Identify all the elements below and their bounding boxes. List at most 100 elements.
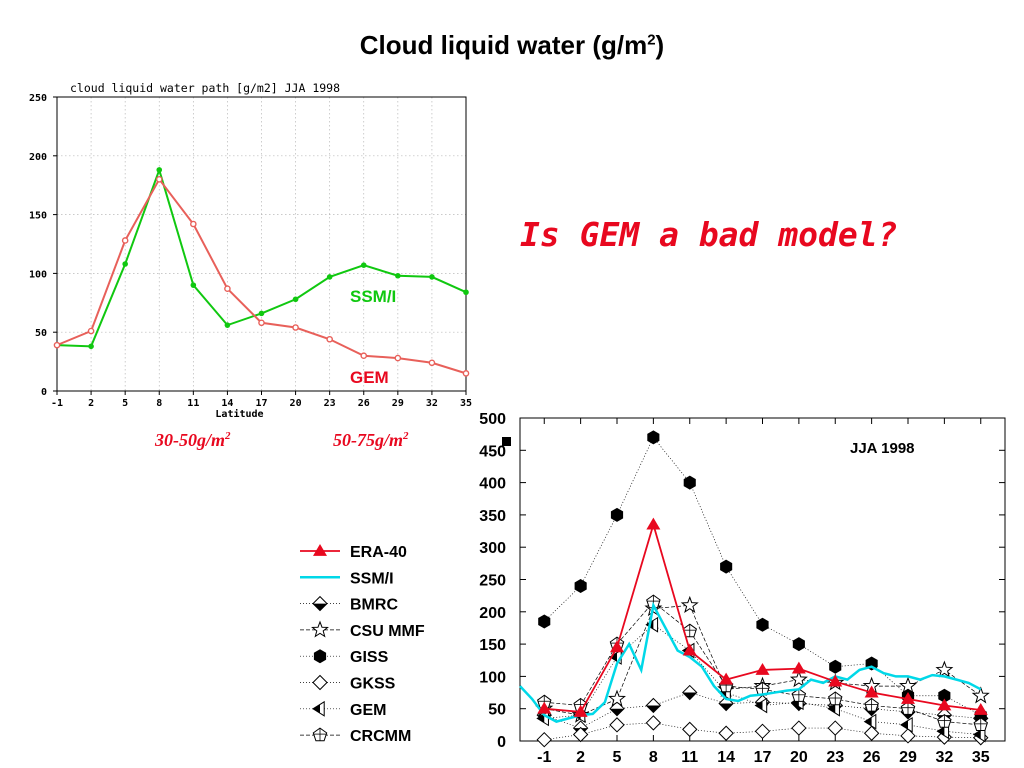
chart1-point-gem [292, 324, 299, 331]
chart2-point-bmrc-fill [682, 692, 697, 700]
chart2-x-tick-label: 35 [972, 749, 990, 766]
chart1-x-tick-label: 5 [122, 398, 128, 409]
question-text: Is GEM a bad model? [520, 215, 898, 254]
chart2-point-era-40 [791, 661, 806, 674]
chart1-y-tick-label: 50 [35, 328, 47, 339]
chart2-point-era-40 [864, 685, 879, 698]
chart2-point-giss [574, 579, 587, 593]
chart2-point-giss [610, 507, 624, 522]
chart1-title: cloud liquid water path [g/m2] JJA 1998 [70, 81, 340, 95]
chart1-x-tick-label: 11 [187, 398, 199, 409]
legend-label-gkss: GKSS [350, 676, 396, 693]
chart1-point-ssm-i [292, 296, 299, 303]
chart2-x-tick-label: 32 [935, 749, 953, 766]
chart2-y-tick-label: 100 [479, 669, 506, 686]
slide-title-close: ) [655, 30, 665, 60]
chart2-point-gem-fill [864, 717, 872, 726]
chart1-point-gem [190, 220, 197, 228]
chart1-x-tick-label: 8 [156, 398, 162, 409]
legend-marker-csu-mmf [311, 620, 329, 638]
slide-title: Cloud liquid water (g/m2) [0, 30, 1024, 61]
legend-label-ssm-i: SSM/I [350, 570, 394, 587]
chart1-x-tick-label: 26 [358, 398, 370, 409]
chart2-point-csu-mmf [680, 595, 699, 613]
chart2-series-line-ssm-i [519, 601, 982, 723]
chart2-point-giss [938, 688, 951, 703]
chart2-point-era-40 [973, 702, 988, 715]
chart1-point-gem [224, 285, 231, 292]
chart2-point-gem-fill [937, 726, 945, 736]
chart2-y-tick-label: 50 [488, 702, 506, 719]
legend-label-era-40: ERA-40 [350, 544, 407, 561]
chart2-point-giss [720, 559, 733, 574]
chart1-y-tick-label: 200 [29, 152, 47, 163]
chart2-point-giss [792, 637, 805, 652]
chart1-x-tick-label: 35 [460, 398, 472, 409]
chart2-point-era-40 [755, 662, 770, 675]
chart1-point-ssm-i [395, 272, 401, 279]
legend-marker-bmrc-fill [313, 603, 327, 611]
chart2-point-bmrc-fill [646, 705, 661, 713]
chart2-point-gkss [718, 725, 734, 741]
chart2-point-csu-mmf [935, 660, 954, 678]
chart2-point-gem-fill [755, 701, 763, 710]
chart2-point-gkss [572, 726, 589, 743]
chart2-x-tick-label: 8 [649, 749, 658, 766]
slide-title-superscript: 2 [647, 31, 656, 49]
chart2-x-tick-label: 11 [681, 749, 698, 766]
chart2-point-era-40 [610, 640, 624, 653]
chart2-point-csu-mmf [789, 670, 808, 688]
chart2-x-tick-label: -1 [537, 749, 551, 766]
chart2-x-tick-label: 5 [613, 749, 622, 766]
chart1-x-tick-label: 32 [426, 398, 438, 409]
chart1-x-tick-label: 14 [221, 398, 233, 409]
chart2-x-tick-label: 29 [899, 749, 917, 766]
chart2-point-giss [829, 659, 842, 674]
chart2-x-tick-label: 23 [826, 749, 844, 766]
legend-marker-gkss [312, 674, 328, 691]
chart1-point-ssm-i [88, 343, 94, 350]
chart2-point-era-40 [646, 517, 661, 530]
chart2-y-tick-label: 200 [479, 605, 506, 622]
chart2-point-bmrc-fill [610, 708, 624, 716]
chart2-point-giss [647, 430, 660, 445]
chart2-point-csu-mmf [608, 689, 626, 707]
chart1-point-gem [121, 237, 129, 244]
chart1-point-ssm-i [156, 167, 163, 173]
chart2-point-giss [683, 475, 696, 490]
chart2-x-tick-label: 17 [754, 749, 772, 766]
range-note-left: 30-50g/m2 [155, 430, 231, 451]
chart2-y-tick-label: 500 [479, 411, 506, 428]
chart1-point-gem [428, 359, 436, 367]
chart2-point-gkss [827, 720, 843, 736]
chart2-y-tick-label: 0 [497, 734, 506, 751]
chart2-point-giss [538, 614, 551, 629]
chart1-point-ssm-i [190, 282, 197, 288]
chart2-point-gem-fill [973, 730, 981, 739]
chart2-point-gkss [754, 723, 771, 740]
chart1-point-gem [394, 354, 402, 362]
chart1-x-tick-label: -1 [51, 398, 63, 409]
range-note-right: 50-75g/m2 [333, 430, 409, 451]
square-bullet-icon [502, 437, 511, 446]
chart2-point-giss [756, 617, 769, 632]
legend-marker-era-40 [313, 544, 327, 556]
chart1-frame [56, 96, 467, 392]
chart1-point-ssm-i [122, 261, 128, 267]
chart2-point-gem-fill [828, 704, 836, 714]
legend-label-bmrc: BMRC [350, 597, 398, 614]
chart1-point-ssm-i [429, 274, 435, 280]
range-note-left-sup: 2 [225, 430, 231, 442]
legend-label-csu-mmf: CSU MMF [350, 623, 425, 640]
chart2-y-tick-label: 250 [479, 573, 506, 590]
chart1-y-tick-label: 0 [41, 387, 47, 398]
chart1-point-ssm-i [258, 310, 265, 317]
chart1-y-tick-label: 100 [29, 269, 47, 280]
chart2-point-gem-fill [901, 720, 908, 730]
legend-marker-giss [313, 649, 327, 664]
chart2-point-era-40 [828, 674, 843, 687]
chart1-y-tick-label: 250 [29, 93, 47, 104]
chart2-point-era-40 [573, 704, 588, 717]
chart1-label-gem: GEM [350, 368, 389, 387]
